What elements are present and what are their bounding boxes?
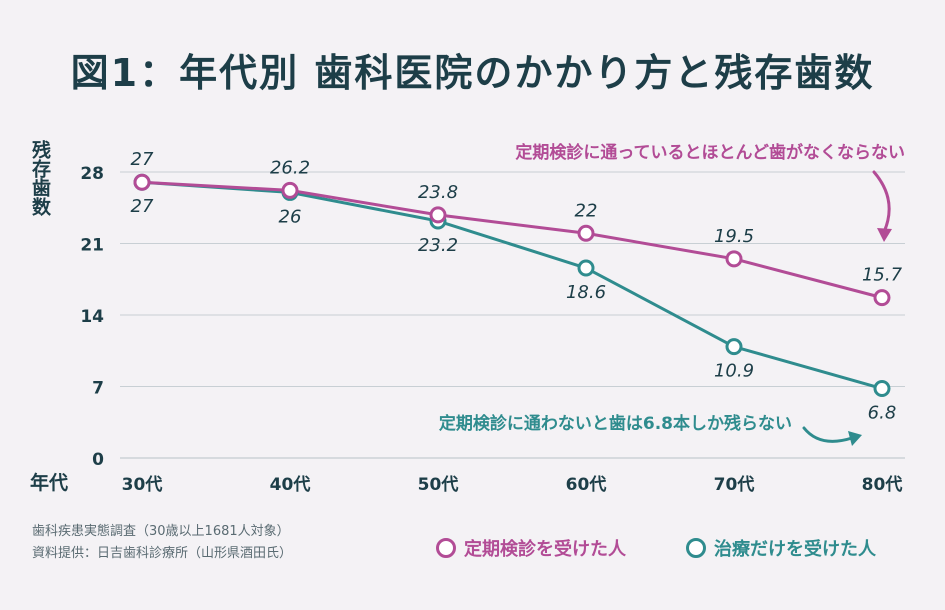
x-tick-label: 30代: [122, 474, 163, 495]
y-axis-label: 残存歯数: [29, 140, 51, 216]
source-line-2: 資料提供：日吉歯科診療所（山形県酒田氏）: [32, 546, 293, 561]
annotation-regular: 定期検診に通っているとほとんど歯がなくならない: [515, 142, 905, 163]
line-chart: 0 7 14 21 28 30代 40代 50代 60代 70代 80代 27 26.2 23.8 22 19…: [80, 142, 905, 495]
annotation-arrow: [802, 426, 854, 443]
source-line-1: 歯科疾患実態調査（30歳以上1681人対象）: [32, 524, 290, 539]
data-label: 23.2: [418, 235, 458, 256]
data-label: 10.9: [714, 361, 754, 382]
series-line: [141, 180, 883, 390]
annotation-arrowhead: [877, 228, 892, 242]
legend-item-treatment: 治療だけを受けた人: [686, 537, 876, 560]
data-point: [281, 181, 299, 199]
source-note: 歯科疾患実態調査（30歳以上1681人対象） 資料提供：日吉歯科診療所（山形県酒…: [32, 521, 292, 565]
x-axis-label: 年代: [30, 472, 69, 494]
legend-marker-circle: [436, 538, 456, 558]
annotation-arrowhead: [848, 431, 862, 446]
legend-label: 定期検診を受けた人: [464, 539, 626, 560]
chart-title: 図1：年代別 歯科医院のかかり方と残存歯数: [70, 51, 875, 95]
x-tick-label: 40代: [270, 474, 311, 495]
x-tick-label: 50代: [418, 474, 459, 495]
data-point: [725, 338, 743, 356]
annotation-arrow: [872, 170, 891, 234]
data-point: [133, 173, 151, 191]
data-point: [873, 289, 891, 307]
data-label: 15.7: [862, 265, 903, 286]
data-point: [577, 259, 595, 277]
data-point: [577, 224, 595, 242]
data-label: 19.5: [714, 226, 754, 247]
data-label: 27: [131, 149, 154, 170]
series-line: [141, 180, 883, 300]
legend-item-regular: 定期検診を受けた人: [436, 537, 626, 560]
data-label: 26: [279, 206, 302, 227]
data-label: 22: [575, 200, 598, 221]
legend-label: 治療だけを受けた人: [714, 539, 876, 560]
data-label: 6.8: [868, 403, 897, 424]
y-tick-label: 21: [80, 236, 104, 256]
y-tick-label: 0: [92, 450, 104, 470]
data-point: [873, 380, 891, 398]
data-label: 23.8: [418, 182, 458, 203]
data-label: 26.2: [270, 157, 310, 178]
y-tick-label: 28: [80, 164, 104, 184]
x-tick-label: 60代: [566, 474, 607, 495]
legend-marker-circle: [686, 538, 706, 558]
y-tick-label: 14: [80, 307, 104, 327]
data-point: [429, 206, 447, 224]
y-tick-label: 7: [92, 379, 104, 399]
data-label: 27: [131, 196, 154, 217]
data-label: 18.6: [566, 282, 606, 303]
annotation-treatment: 定期検診に通わないと歯は6.8本しか残らない: [439, 413, 792, 434]
x-tick-label: 80代: [862, 474, 903, 495]
x-tick-label: 70代: [714, 474, 755, 495]
data-point: [725, 250, 743, 268]
